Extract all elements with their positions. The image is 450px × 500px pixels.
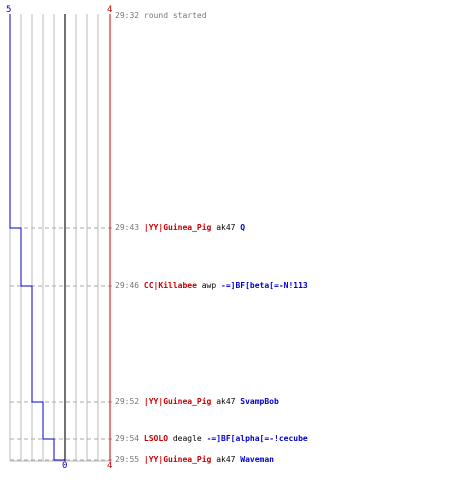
event-time: 29:54 <box>115 434 140 443</box>
kill-event-row: 29:54 LSOLO deagle -=]BF[alpha[=-!cecube <box>115 433 308 445</box>
team-a-end-count: 0 <box>62 461 67 471</box>
kill-event-row: 29:46 CC|Killabee awp -=]BF[beta[=-N!113 <box>115 280 308 292</box>
event-time: 29:46 <box>115 281 140 290</box>
round-start-entry: 29:32 round started <box>115 10 207 22</box>
victim-name: SvampBob <box>240 397 279 406</box>
weapon-name: awp <box>201 281 217 290</box>
weapon-name: ak47 <box>216 455 236 464</box>
victim-name: Waveman <box>240 455 274 464</box>
event-time: 29:43 <box>115 223 140 232</box>
victim-name: -=]BF[beta[=-N!113 <box>221 281 308 290</box>
grid-lines <box>9 14 110 462</box>
weapon-name: deagle <box>172 434 202 443</box>
killer-name: |YY|Guinea_Pig <box>143 223 212 232</box>
event-time: 29:55 <box>115 455 140 464</box>
event-time: 29:52 <box>115 397 140 406</box>
team-a-start-count: 5 <box>6 5 11 15</box>
team-a-count-step-line <box>9 14 65 461</box>
kill-event-row: 29:52 |YY|Guinea_Pig ak47 SvampBob <box>115 396 279 408</box>
event-time: 29:32 <box>115 11 140 20</box>
victim-name: Q <box>240 223 246 232</box>
killer-name: |YY|Guinea_Pig <box>143 455 212 464</box>
killer-name: LSOLO <box>143 434 169 443</box>
event-dashed-lines <box>10 227 112 461</box>
weapon-name: ak47 <box>216 397 236 406</box>
killer-name: |YY|Guinea_Pig <box>143 397 212 406</box>
kill-event-row: 29:43 |YY|Guinea_Pig ak47 Q <box>115 222 245 234</box>
team-b-start-count: 4 <box>107 5 112 15</box>
victim-name: -=]BF[alpha[=-!cecube <box>206 434 308 443</box>
team-b-end-count: 4 <box>107 461 112 471</box>
kill-event-row: 29:55 |YY|Guinea_Pig ak47 Waveman <box>115 454 274 466</box>
round-start-message: round started <box>143 11 207 20</box>
killer-name: CC|Killabee <box>143 281 197 290</box>
weapon-name: ak47 <box>216 223 236 232</box>
